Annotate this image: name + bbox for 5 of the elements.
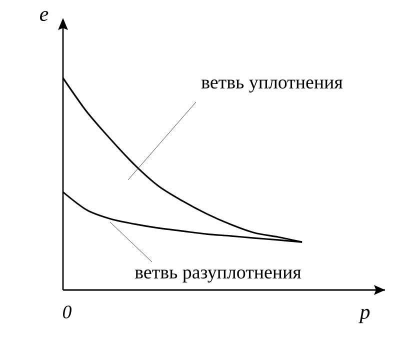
text: 0 — [63, 306, 72, 318]
annotation: ветвь уплотнения — [201, 79, 343, 92]
y-axis-title: e — [40, 10, 48, 22]
annotation: ветвь разуплотнения — [134, 269, 302, 282]
x-axis-title: p — [358, 308, 370, 324]
